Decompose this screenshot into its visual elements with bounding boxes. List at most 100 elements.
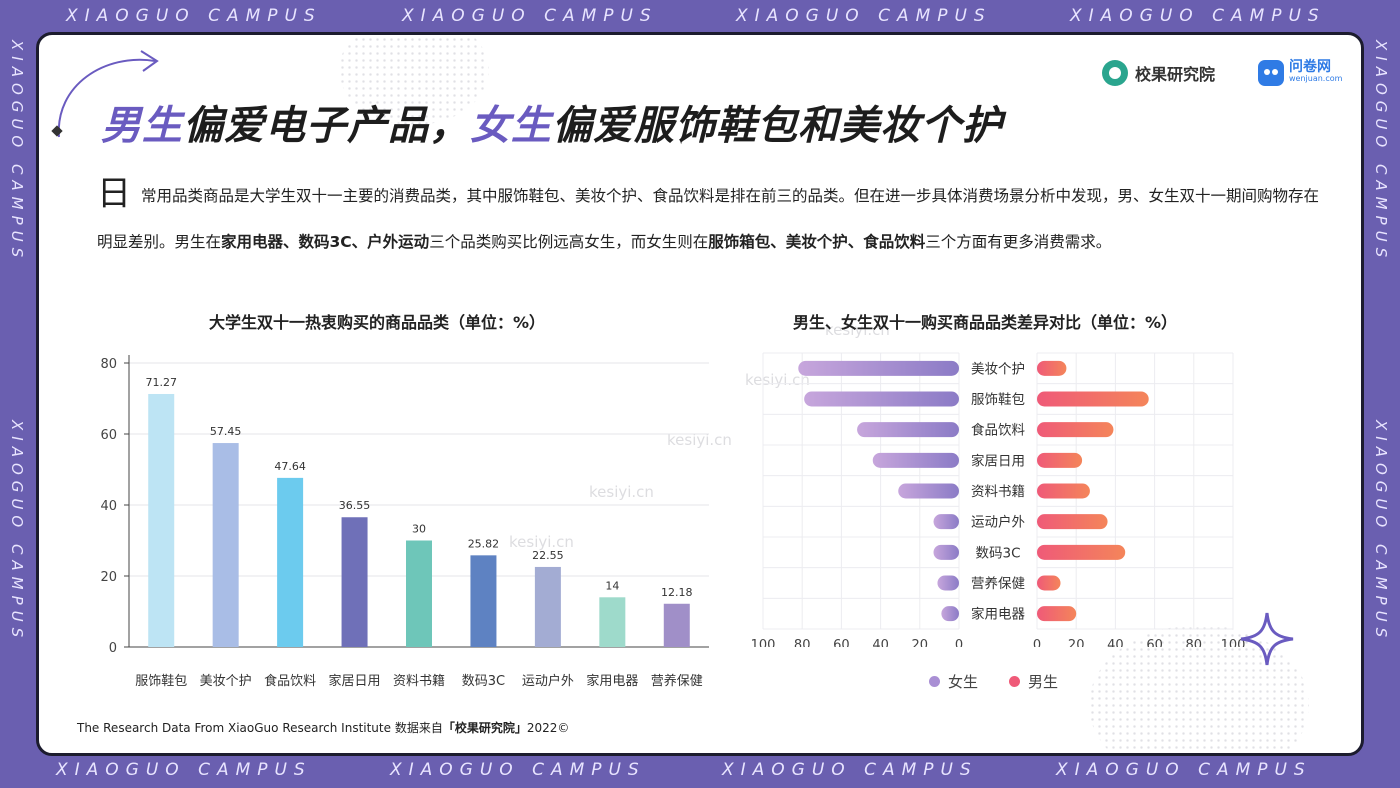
frame-text-bottom: XIAOGUO CAMPUS bbox=[1056, 760, 1312, 780]
bar-male bbox=[1037, 391, 1149, 407]
dropcap: 日 bbox=[97, 174, 131, 214]
bar-female bbox=[898, 483, 959, 499]
bar-chart: 0 20 40 60 80 71.27 服饰鞋包 57.45 美妆个护 47.64 食品饮料 36.5… bbox=[100, 355, 709, 689]
intro-paragraph: 日常用品类商品是大学生双十一主要的消费品类，其中服饰鞋包、美妆个护、食品饮料是排… bbox=[97, 171, 1327, 265]
category-label: 资料书籍 bbox=[971, 483, 1025, 500]
frame-text-top: XIAOGUO CAMPUS bbox=[66, 6, 322, 26]
paragraph-text: 三个品类购买比例远高女生，而女生则在 bbox=[429, 233, 709, 251]
frame-text-top: XIAOGUO CAMPUS bbox=[402, 6, 658, 26]
bar bbox=[148, 393, 175, 647]
bar-chart-title: 大学生双十一热衷购买的商品品类（单位：%） bbox=[209, 313, 546, 332]
x-tick-label-right: 20 bbox=[1068, 638, 1085, 647]
content-card: 校果研究院 问卷网 wenjuan.com 男生偏爱电子产品，女生偏爱服饰鞋包和… bbox=[36, 32, 1364, 756]
watermark: kesiyi.cn bbox=[667, 431, 732, 449]
frame-text-left: XIAOGUO CAMPUS bbox=[8, 40, 26, 264]
x-tick-label: 服饰鞋包 bbox=[135, 673, 187, 689]
bar-male bbox=[1037, 422, 1114, 438]
x-tick-label-left: 60 bbox=[833, 638, 850, 647]
bar bbox=[663, 603, 690, 647]
wenjuan-logo-icon bbox=[1258, 60, 1284, 86]
bar-female bbox=[804, 391, 959, 407]
x-tick-label-left: 100 bbox=[751, 638, 776, 647]
bar bbox=[277, 477, 304, 647]
watermark: kesiyi.cn bbox=[589, 483, 654, 501]
footer-bold: 「校果研究院」 bbox=[442, 721, 527, 735]
page-title: 男生偏爱电子产品，女生偏爱服饰鞋包和美妆个护 bbox=[101, 93, 1003, 151]
x-tick-label-right: 100 bbox=[1221, 638, 1246, 647]
x-tick-label: 家居日用 bbox=[329, 673, 381, 689]
category-label: 运动户外 bbox=[971, 514, 1025, 531]
bar-female bbox=[941, 606, 959, 622]
legend-label-male: 男生 bbox=[1028, 673, 1059, 691]
watermark: kesiyi.cn bbox=[745, 371, 810, 389]
x-tick-label: 美妆个护 bbox=[200, 674, 252, 689]
title-highlight-female: 女生 bbox=[470, 103, 552, 149]
bar-female bbox=[872, 452, 959, 468]
bar-value-label: 22.55 bbox=[532, 549, 564, 562]
category-label: 食品饮料 bbox=[971, 422, 1025, 439]
wenjuan-logo-text: 问卷网 bbox=[1289, 59, 1331, 75]
halftone-decoration bbox=[339, 35, 489, 125]
frame-text-bottom: XIAOGUO CAMPUS bbox=[722, 760, 978, 780]
bar bbox=[341, 517, 368, 647]
category-label: 营养保健 bbox=[971, 576, 1025, 592]
frame-text-bottom: XIAOGUO CAMPUS bbox=[390, 760, 646, 780]
bar-male bbox=[1037, 452, 1083, 468]
x-tick-label: 营养保健 bbox=[651, 673, 703, 689]
legend-dot-male bbox=[1009, 676, 1020, 687]
bar-male bbox=[1037, 514, 1108, 530]
x-tick-label: 资料书籍 bbox=[393, 673, 445, 689]
bar bbox=[534, 566, 561, 647]
category-label: 数码3C bbox=[975, 545, 1020, 561]
bar-female bbox=[933, 544, 959, 560]
x-tick-label-left: 40 bbox=[872, 638, 889, 647]
bar-value-label: 36.55 bbox=[339, 499, 371, 512]
x-tick-label-right: 0 bbox=[1033, 638, 1041, 647]
footer-text: The Research Data From XiaoGuo Research … bbox=[77, 721, 443, 735]
frame-text-left: XIAOGUO CAMPUS bbox=[8, 420, 26, 644]
wenjuan-logo-url: wenjuan.com bbox=[1289, 74, 1343, 83]
frame-text-top: XIAOGUO CAMPUS bbox=[1070, 6, 1326, 26]
y-tick-label: 80 bbox=[100, 357, 117, 372]
bar-male bbox=[1037, 575, 1061, 591]
legend-female: 女生 bbox=[929, 671, 978, 692]
footer-year: 2022© bbox=[526, 721, 570, 735]
category-label: 家用电器 bbox=[971, 606, 1025, 623]
diverging-bar-chart: 100 80 60 40 20 0 0 20 40 60 80 100 美妆个护服饰鞋包食品饮料家居日用… bbox=[751, 352, 1246, 647]
wenjuan-logo: 问卷网 wenjuan.com bbox=[1257, 59, 1342, 87]
x-tick-label-left: 0 bbox=[955, 638, 963, 647]
bar-male bbox=[1037, 606, 1077, 622]
paragraph-bold: 服饰箱包、美妆个护、食品饮料 bbox=[708, 233, 926, 251]
bar bbox=[470, 555, 497, 647]
bar bbox=[406, 540, 432, 647]
bar-female bbox=[857, 422, 959, 438]
xiaoguo-logo: 校果研究院 bbox=[1101, 59, 1215, 87]
footer-source: The Research Data From XiaoGuo Research … bbox=[77, 719, 569, 736]
x-tick-label-right: 80 bbox=[1186, 638, 1203, 647]
x-tick-label-right: 60 bbox=[1146, 638, 1163, 647]
bar-female bbox=[937, 575, 959, 591]
frame-text-right: XIAOGUO CAMPUS bbox=[1372, 40, 1390, 264]
x-tick-label: 食品饮料 bbox=[264, 673, 316, 689]
bar-value-label: 25.82 bbox=[468, 537, 500, 550]
bar-male bbox=[1037, 483, 1090, 499]
y-tick-label: 0 bbox=[109, 641, 117, 656]
title-part1: 偏爱电子产品， bbox=[183, 103, 470, 149]
y-tick-label: 40 bbox=[100, 499, 117, 514]
y-tick-label: 60 bbox=[100, 428, 117, 443]
legend-label-female: 女生 bbox=[948, 673, 979, 691]
bar-value-label: 47.64 bbox=[274, 460, 306, 473]
watermark: kesiyi.cn bbox=[509, 533, 574, 551]
bar-value-label: 12.18 bbox=[661, 586, 693, 599]
y-tick-label: 20 bbox=[100, 570, 117, 585]
category-label: 家居日用 bbox=[971, 452, 1025, 469]
legend-male: 男生 bbox=[1009, 671, 1058, 692]
bar-male bbox=[1037, 360, 1067, 376]
xiaoguo-logo-text: 校果研究院 bbox=[1135, 65, 1216, 84]
x-tick-label: 家用电器 bbox=[586, 673, 638, 689]
bar-female bbox=[798, 360, 959, 376]
bar bbox=[599, 597, 626, 647]
bar-value-label: 57.45 bbox=[210, 425, 242, 438]
paragraph-text: 常用品类商品是大学生双十一主要的消费品类，其中服饰鞋包、美妆个护、食品饮料是排在… bbox=[97, 187, 1320, 251]
category-label: 服饰鞋包 bbox=[971, 392, 1025, 408]
